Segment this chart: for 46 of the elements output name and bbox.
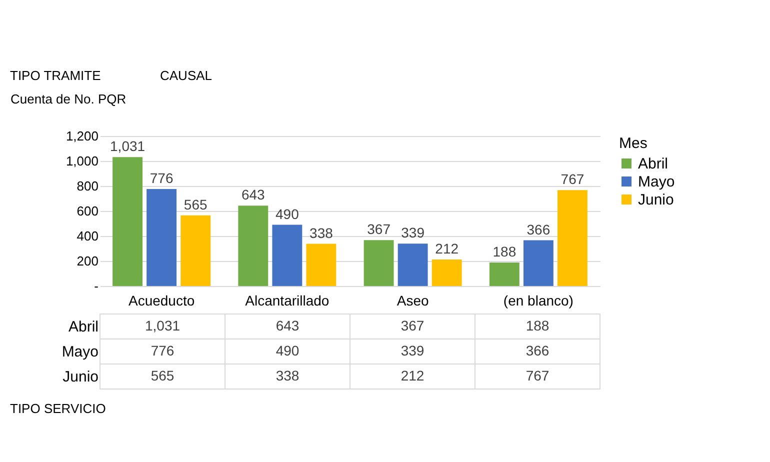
legend-label: Mayo [638,174,675,190]
data-label: 188 [526,318,550,334]
text: 767 [560,171,584,188]
text: 339 [401,224,424,241]
x-tick-label: (en blanco) [503,292,574,308]
text: Abril [68,318,98,336]
y-tick-label: 1,200 [66,128,98,144]
text: 1,031 [110,138,146,154]
x-tick-label: Alcantarillado [245,292,330,308]
data-label: 767 [526,368,550,384]
data-label: 490 [276,342,300,358]
text: 188 [492,244,516,260]
text: 367 [367,221,390,238]
text: 565 [184,196,208,212]
y-tick-label: 800 [76,178,98,194]
data-label: 338 [276,368,300,384]
y-tick-label: 1,000 [66,154,98,168]
x-tick-label: Aseo [396,292,429,308]
y-tick-label: 400 [76,228,98,244]
text: 490 [276,206,299,222]
text: CAUSAL [160,68,212,83]
text: Junio [62,368,98,386]
y-tick-label: 200 [76,254,98,268]
legend-title: Mes [619,135,648,152]
data-label: 339 [400,342,424,358]
data-label: 776 [150,342,174,358]
y-axis-title: Cuenta de No. PQR [10,92,126,106]
x-tick-label: Acueducto [128,292,195,308]
text: 338 [310,224,333,241]
text: 212 [435,240,459,256]
data-label: 367 [400,318,424,334]
text: 643 [241,186,265,203]
text: TIPO SERVICIO [10,401,106,416]
data-label: 212 [400,368,424,384]
data-label: 565 [150,368,174,384]
text: 366 [526,221,550,238]
text: 776 [150,170,174,186]
data-label: 1,031 [144,318,180,334]
text: Mayo [62,344,98,360]
data-label: 643 [276,318,300,334]
y-tick-label: - [94,278,98,294]
y-tick-label: 600 [76,204,98,218]
text: TIPO TRAMITE [10,68,102,83]
data-label: 366 [526,342,550,358]
legend-label: Junio [638,192,674,208]
legend-label: Abril [638,156,668,172]
